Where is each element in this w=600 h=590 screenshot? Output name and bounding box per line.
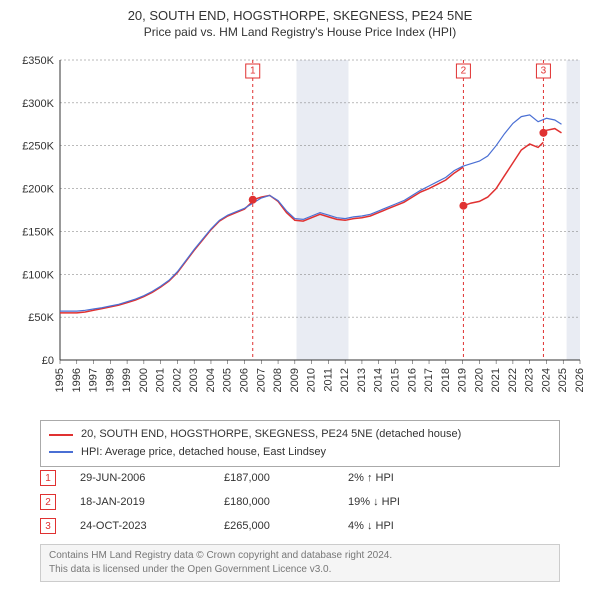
svg-text:1997: 1997: [88, 368, 100, 392]
svg-text:1: 1: [250, 66, 256, 77]
chart-area: £0 £50K £100K £150K £200K £250K £300K £350K 1995…: [10, 50, 590, 410]
event-hpi-2: 19% ↓ HPI: [348, 496, 468, 508]
event-marker-3: 3: [40, 518, 56, 534]
svg-text:£350K: £350K: [22, 55, 54, 67]
svg-text:2010: 2010: [306, 368, 318, 392]
title-address: 20, SOUTH END, HOGSTHORPE, SKEGNESS, PE2…: [0, 0, 600, 23]
svg-text:2024: 2024: [540, 368, 552, 392]
svg-text:2016: 2016: [406, 368, 418, 392]
svg-text:2020: 2020: [473, 368, 485, 392]
svg-text:2018: 2018: [440, 368, 452, 392]
legend-swatch-hpi: [49, 451, 73, 453]
svg-text:2026: 2026: [574, 368, 586, 392]
svg-text:£100K: £100K: [22, 269, 54, 281]
svg-text:2013: 2013: [356, 368, 368, 392]
event-price-1: £187,000: [224, 472, 324, 484]
svg-text:2015: 2015: [389, 368, 401, 392]
events-table: 1 29-JUN-2006 £187,000 2% ↑ HPI 2 18-JAN…: [40, 466, 560, 538]
svg-text:2008: 2008: [272, 368, 284, 392]
event-row-1: 1 29-JUN-2006 £187,000 2% ↑ HPI: [40, 466, 560, 490]
svg-text:2022: 2022: [507, 368, 519, 392]
svg-text:2000: 2000: [138, 368, 150, 392]
svg-text:1999: 1999: [121, 368, 133, 392]
event-row-2: 2 18-JAN-2019 £180,000 19% ↓ HPI: [40, 490, 560, 514]
legend-label-property: 20, SOUTH END, HOGSTHORPE, SKEGNESS, PE2…: [81, 426, 461, 444]
svg-text:£0: £0: [42, 355, 54, 367]
event-price-2: £180,000: [224, 496, 324, 508]
svg-text:2005: 2005: [222, 368, 234, 392]
svg-text:2023: 2023: [524, 368, 536, 392]
legend-row-property: 20, SOUTH END, HOGSTHORPE, SKEGNESS, PE2…: [49, 426, 551, 444]
event-marker-2: 2: [40, 494, 56, 510]
svg-text:1998: 1998: [104, 368, 116, 392]
svg-text:3: 3: [541, 66, 547, 77]
svg-text:2009: 2009: [289, 368, 301, 392]
svg-text:2017: 2017: [423, 368, 435, 392]
svg-text:2025: 2025: [557, 368, 569, 392]
svg-text:1995: 1995: [54, 368, 66, 392]
svg-text:2021: 2021: [490, 368, 502, 392]
legend-swatch-property: [49, 434, 73, 436]
svg-text:2003: 2003: [188, 368, 200, 392]
svg-text:£250K: £250K: [22, 141, 54, 153]
svg-text:2007: 2007: [255, 368, 267, 392]
event-hpi-3: 4% ↓ HPI: [348, 520, 468, 532]
event-hpi-1: 2% ↑ HPI: [348, 472, 468, 484]
svg-text:2: 2: [461, 66, 467, 77]
svg-text:1996: 1996: [71, 368, 83, 392]
svg-text:£50K: £50K: [28, 312, 54, 324]
svg-text:2014: 2014: [373, 368, 385, 392]
svg-text:2001: 2001: [155, 368, 167, 392]
event-marker-1: 1: [40, 470, 56, 486]
legend-label-hpi: HPI: Average price, detached house, East…: [81, 444, 326, 462]
footer-line1: Contains HM Land Registry data © Crown c…: [49, 549, 551, 563]
legend: 20, SOUTH END, HOGSTHORPE, SKEGNESS, PE2…: [40, 420, 560, 467]
root: 20, SOUTH END, HOGSTHORPE, SKEGNESS, PE2…: [0, 0, 600, 590]
svg-text:2004: 2004: [205, 368, 217, 392]
svg-text:2002: 2002: [171, 368, 183, 392]
svg-text:£200K: £200K: [22, 184, 54, 196]
title-subtitle: Price paid vs. HM Land Registry's House …: [0, 23, 600, 39]
svg-text:£150K: £150K: [22, 226, 54, 238]
svg-text:2019: 2019: [457, 368, 469, 392]
event-row-3: 3 24-OCT-2023 £265,000 4% ↓ HPI: [40, 514, 560, 538]
event-date-1: 29-JUN-2006: [80, 472, 200, 484]
event-date-3: 24-OCT-2023: [80, 520, 200, 532]
footer-attribution: Contains HM Land Registry data © Crown c…: [40, 544, 560, 582]
svg-text:2012: 2012: [339, 368, 351, 392]
legend-row-hpi: HPI: Average price, detached house, East…: [49, 444, 551, 462]
svg-text:2011: 2011: [322, 368, 334, 392]
event-price-3: £265,000: [224, 520, 324, 532]
svg-text:2006: 2006: [239, 368, 251, 392]
event-date-2: 18-JAN-2019: [80, 496, 200, 508]
chart-svg: £0 £50K £100K £150K £200K £250K £300K £350K 1995…: [10, 50, 590, 410]
footer-line2: This data is licensed under the Open Gov…: [49, 563, 551, 577]
svg-text:£300K: £300K: [22, 98, 54, 110]
